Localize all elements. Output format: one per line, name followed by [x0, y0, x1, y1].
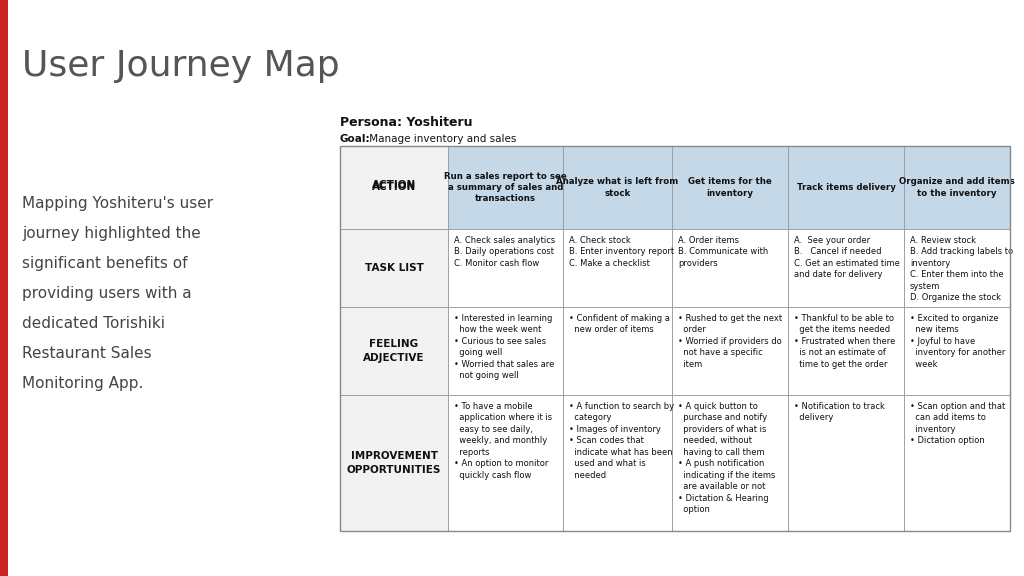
Text: • A quick button to
  purchase and notify
  providers of what is
  needed, witho: • A quick button to purchase and notify …	[678, 402, 775, 514]
Text: • Confident of making a
  new order of items: • Confident of making a new order of ite…	[569, 314, 670, 335]
Text: Monitoring App.: Monitoring App.	[22, 376, 143, 391]
Text: ACTION: ACTION	[372, 183, 416, 192]
Bar	[340, 229, 449, 307]
Bar	[672, 307, 788, 395]
Bar	[340, 146, 1010, 531]
Text: • Thankful to be able to
  get the items needed
• Frustrated when there
  is not: • Thankful to be able to get the items n…	[794, 314, 895, 369]
Text: IMPROVEMENT
OPPORTUNITIES: IMPROVEMENT OPPORTUNITIES	[347, 452, 441, 475]
Text: User Journey Map: User Journey Map	[22, 49, 340, 83]
Bar	[788, 229, 904, 307]
Bar	[788, 307, 904, 395]
Bar	[340, 395, 449, 531]
Bar	[904, 395, 1010, 531]
Text: Mapping Yoshiteru's user: Mapping Yoshiteru's user	[22, 196, 213, 211]
Bar	[449, 395, 563, 531]
Bar	[563, 229, 672, 307]
Text: Organize and add items
to the inventory: Organize and add items to the inventory	[899, 177, 1015, 198]
Text: TASK LIST: TASK LIST	[365, 263, 424, 273]
Bar	[340, 307, 449, 395]
Text: Get items for the
inventory: Get items for the inventory	[688, 177, 772, 198]
Bar	[449, 307, 563, 395]
Text: • Interested in learning
  how the week went
• Curious to see sales
  going well: • Interested in learning how the week we…	[454, 314, 554, 380]
Bar	[0, 0, 8, 576]
Text: Goal:: Goal:	[340, 134, 371, 144]
Text: Persona: Yoshiteru: Persona: Yoshiteru	[340, 116, 472, 129]
Bar	[563, 395, 672, 531]
Bar	[788, 146, 904, 229]
Bar	[449, 146, 563, 229]
Text: journey highlighted the: journey highlighted the	[22, 226, 201, 241]
Bar	[340, 146, 449, 229]
Bar	[672, 229, 788, 307]
Text: Manage inventory and sales: Manage inventory and sales	[366, 134, 516, 144]
Text: FEELING
ADJECTIVE: FEELING ADJECTIVE	[364, 339, 425, 363]
Text: • To have a mobile
  application where it is
  easy to see daily,
  weekly, and : • To have a mobile application where it …	[454, 402, 552, 480]
Text: • Scan option and that
  can add items to
  inventory
• Dictation option: • Scan option and that can add items to …	[910, 402, 1006, 445]
Text: dedicated Torishiki: dedicated Torishiki	[22, 316, 165, 331]
Text: Analyze what is left from
stock: Analyze what is left from stock	[556, 177, 679, 198]
Bar	[904, 307, 1010, 395]
Text: Track items delivery: Track items delivery	[797, 183, 895, 192]
Text: A. Check sales analytics
B. Daily operations cost
C. Monitor cash flow: A. Check sales analytics B. Daily operat…	[454, 236, 555, 268]
Bar	[449, 229, 563, 307]
Text: • Notification to track
  delivery: • Notification to track delivery	[794, 402, 885, 422]
Bar	[563, 307, 672, 395]
Text: Run a sales report to see
a summary of sales and
transactions: Run a sales report to see a summary of s…	[444, 172, 567, 203]
Bar	[672, 395, 788, 531]
Bar	[563, 146, 672, 229]
Text: ACTION: ACTION	[372, 180, 416, 190]
Text: • Rushed to get the next
  order
• Worried if providers do
  not have a specific: • Rushed to get the next order • Worried…	[678, 314, 782, 369]
Text: A. Review stock
B. Add tracking labels to
inventory
C. Enter them into the
syste: A. Review stock B. Add tracking labels t…	[910, 236, 1013, 302]
Text: Restaurant Sales: Restaurant Sales	[22, 346, 152, 361]
Text: providing users with a: providing users with a	[22, 286, 191, 301]
Bar	[672, 146, 788, 229]
Text: A. Order items
B. Communicate with
providers: A. Order items B. Communicate with provi…	[678, 236, 768, 268]
Text: A. Check stock
B. Enter inventory report
C. Make a checklist: A. Check stock B. Enter inventory report…	[569, 236, 674, 268]
Text: • Excited to organize
  new items
• Joyful to have
  inventory for another
  wee: • Excited to organize new items • Joyful…	[910, 314, 1006, 369]
Text: significant benefits of: significant benefits of	[22, 256, 187, 271]
Bar	[904, 229, 1010, 307]
Bar	[788, 395, 904, 531]
Text: A.  See your order
B.   Cancel if needed
C. Get an estimated time
and date for d: A. See your order B. Cancel if needed C.…	[794, 236, 900, 279]
Text: • A function to search by
  category
• Images of inventory
• Scan codes that
  i: • A function to search by category • Ima…	[569, 402, 674, 480]
Bar	[904, 146, 1010, 229]
